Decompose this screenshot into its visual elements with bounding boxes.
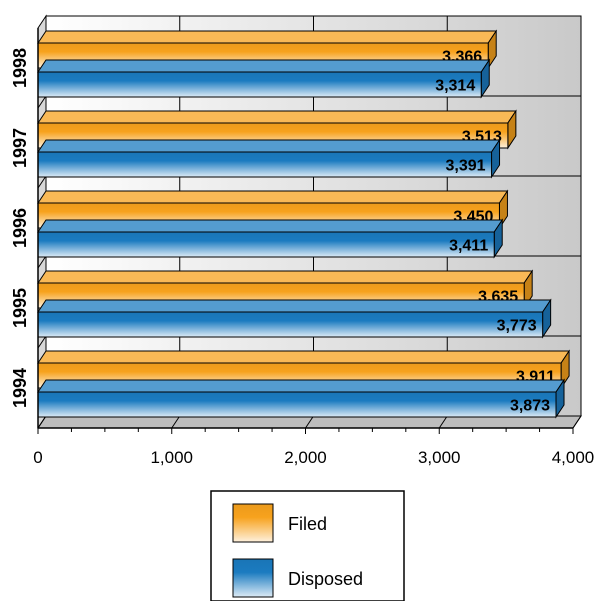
bar-top-1997-disposed <box>37 139 501 153</box>
floor-gridline <box>438 415 448 429</box>
bar-top-1995-filed <box>37 270 534 284</box>
legend-swatch-disposed <box>232 558 274 598</box>
bar-1995-disposed <box>37 311 544 338</box>
x-tick-label: 4,000 <box>552 448 595 467</box>
floor-gridline <box>572 415 582 429</box>
bar-1996-disposed <box>37 231 495 258</box>
side-gridline <box>37 95 47 109</box>
bar-top-1994-disposed <box>37 379 565 393</box>
floor-gridline <box>305 415 314 429</box>
data-label-1996-disposed: 3,411 <box>449 238 488 255</box>
bar-top-1996-disposed <box>37 219 504 233</box>
bar-top-1998-filed <box>37 30 498 44</box>
x-tick-label: 3,000 <box>418 448 461 467</box>
data-label-1997-disposed: 3,391 <box>445 158 485 175</box>
category-label-1995: 1995 <box>10 288 30 328</box>
bar-top-1995-disposed <box>37 299 552 313</box>
bar-top-1994-filed <box>37 350 571 364</box>
category-label-1998: 1998 <box>10 48 30 88</box>
bar-top-1998-disposed <box>37 59 491 73</box>
bar-1998-disposed <box>37 71 482 98</box>
category-label-1994: 1994 <box>10 368 30 408</box>
bar-top-1996-filed <box>37 190 509 204</box>
data-label-1995-disposed: 3,773 <box>497 318 537 335</box>
side-gridline <box>37 335 47 349</box>
side-gridline <box>37 175 47 189</box>
category-label-1997: 1997 <box>10 128 30 168</box>
data-label-1998-disposed: 3,314 <box>435 78 475 95</box>
legend-swatch-filed <box>232 503 274 543</box>
category-label-1996: 1996 <box>10 208 30 248</box>
floor-gridline <box>37 415 47 429</box>
bar-1997-disposed <box>37 151 493 178</box>
data-label-1994-disposed: 3,873 <box>510 398 550 415</box>
x-tick-label: 0 <box>33 448 42 467</box>
side-gridline <box>37 255 47 269</box>
x-tick-label: 1,000 <box>150 448 193 467</box>
bar-1994-disposed <box>37 391 557 418</box>
legend-label-disposed: Disposed <box>288 569 363 589</box>
bar-top-1997-filed <box>37 110 517 124</box>
floor-gridline <box>171 415 181 429</box>
x-tick-label: 2,000 <box>284 448 327 467</box>
legend-label-filed: Filed <box>288 514 327 534</box>
